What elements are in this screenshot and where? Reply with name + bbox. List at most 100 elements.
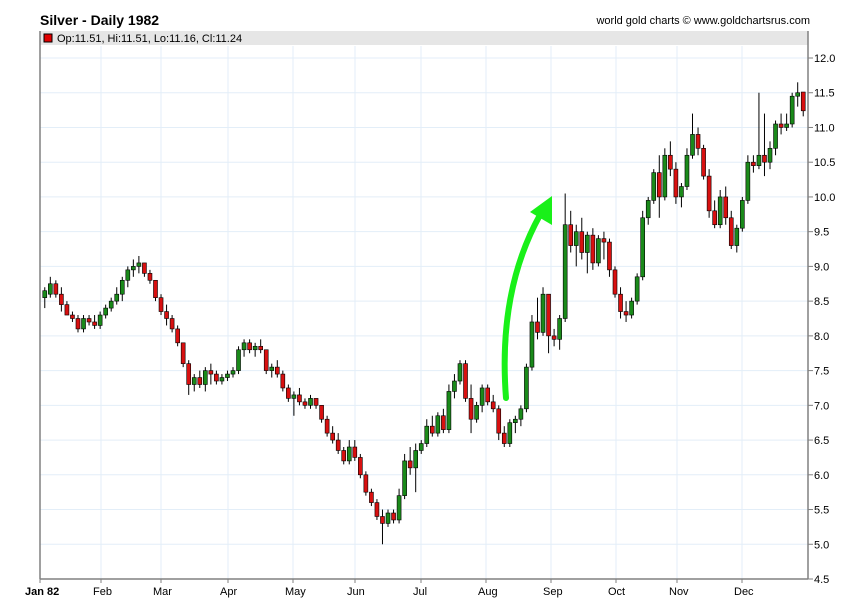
candle [125,266,131,288]
candle [48,276,53,298]
candle [258,339,263,354]
candle [529,315,535,371]
candle [551,328,557,347]
candle [158,294,164,316]
candle [518,405,524,427]
x-tick-label: Jun [347,586,365,598]
arrow-shaft [501,212,543,401]
candle [701,144,706,180]
candle [208,363,214,385]
candle [762,113,767,177]
y-tick-label: 12.0 [814,53,835,65]
candle [446,384,452,434]
up-arrow-annotation [501,196,552,401]
candle [274,360,280,378]
candle [297,387,302,406]
candle [767,141,773,170]
candle [214,370,219,385]
candle [380,509,385,545]
y-tick-label: 5.5 [814,505,829,517]
candle [92,315,97,329]
legend-swatch [43,33,53,43]
candle [280,370,286,392]
candle [97,311,103,329]
candle [585,231,590,274]
candle [645,196,651,225]
candle [313,398,319,409]
candle [579,217,585,260]
candle [662,148,668,201]
candle [640,210,645,281]
candle [468,384,474,434]
y-tick-label: 7.0 [814,400,829,412]
candle [778,113,784,135]
candle [225,370,230,382]
candle [424,419,430,448]
candle [496,405,502,441]
candle [452,374,457,399]
candle [369,488,374,507]
candle [53,280,59,298]
candle [690,113,695,159]
y-tick-label: 8.0 [814,331,829,343]
candle [136,255,142,274]
candle [723,186,729,225]
x-tick-label: May [285,586,306,598]
y-tick-label: 5.0 [814,539,829,551]
candle [485,384,490,406]
candle [773,120,778,156]
candle [131,259,136,277]
candle [457,360,463,385]
candle [789,92,795,128]
candle [784,113,789,131]
candle [629,297,634,319]
y-tick-label: 4.5 [814,574,829,586]
candle [203,367,208,392]
candle [302,398,308,409]
candle [286,384,291,402]
candle [308,394,313,409]
candle [706,169,712,218]
candle [756,92,762,170]
candle [247,339,252,354]
candle [618,287,623,319]
candle [612,266,618,298]
candle [524,363,529,413]
y-tick-label: 7.5 [814,366,829,378]
y-tick-label: 11.5 [814,88,835,100]
candle [175,325,180,347]
candle [147,269,153,284]
candle [180,342,186,368]
candle [728,210,734,250]
candle [751,155,756,173]
grid-lines [39,46,808,580]
candle [800,91,806,117]
candle [263,349,269,375]
y-tick-label: 10.5 [814,157,835,169]
candle [435,412,441,437]
y-tick-label: 6.5 [814,435,829,447]
candle [252,342,258,357]
candle [169,315,175,333]
candle [291,391,297,416]
candle [191,374,197,392]
x-tick-label: Sep [543,586,563,598]
y-tick-label: 9.0 [814,261,829,273]
x-tick-label: Aug [478,586,498,598]
candle [319,405,324,423]
candle [346,440,352,465]
candle [474,401,479,423]
candle [651,169,657,204]
candle [186,360,192,395]
candle [479,384,485,413]
x-tick-label: Feb [93,586,112,598]
candles [42,82,806,545]
candle [634,273,640,305]
candle [535,297,540,340]
candle [219,374,225,385]
candle [740,196,745,232]
candle [546,293,551,354]
candle [656,155,662,218]
candle [562,193,568,322]
y-tick-label: 11.0 [814,122,835,134]
